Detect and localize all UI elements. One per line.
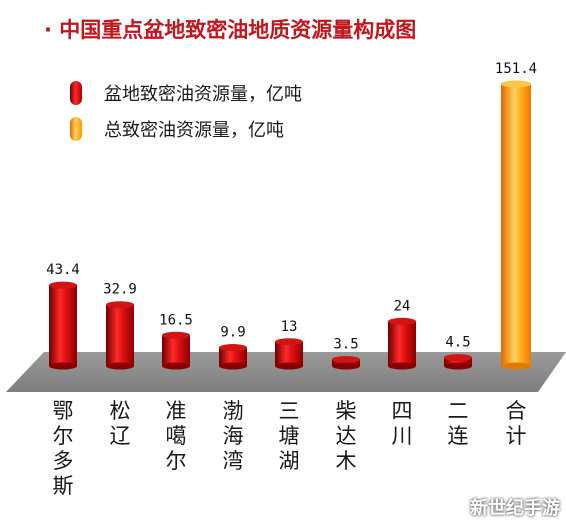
bar-cap-qaidam (332, 355, 360, 363)
bar-body-erlian (444, 357, 472, 366)
bar-base-santanghu (275, 362, 303, 370)
bar-cap-erlian (444, 354, 472, 362)
legend-label-total: 总致密油资源量，亿吨 (104, 120, 284, 141)
chart-floor (6, 352, 566, 392)
category-label-total: 合计 (506, 399, 527, 448)
category-label-bohai-bay: 渤海湾 (223, 399, 244, 473)
bar-base-bohai-bay (219, 362, 247, 370)
value-label-ordos: 43.4 (46, 262, 80, 278)
bar-cap-total (501, 80, 531, 88)
bar-base-ordos (49, 362, 77, 370)
bar-junggar (162, 331, 190, 370)
legend-item-basin: 盆地致密油资源量，亿吨 (70, 80, 302, 106)
legend-swatch-basin (70, 81, 82, 105)
legend-item-total: 总致密油资源量，亿吨 (70, 116, 284, 142)
watermark: 新世纪手游 (470, 498, 560, 519)
value-label-santanghu: 13 (281, 319, 298, 335)
bar-santanghu (275, 338, 303, 370)
bar-cap-junggar (162, 331, 190, 339)
bar-bohai-bay (219, 344, 247, 370)
value-label-junggar: 16.5 (159, 312, 193, 328)
value-label-bohai-bay: 9.9 (220, 325, 245, 341)
bar-cap-ordos (49, 281, 77, 289)
bar-body-santanghu (275, 341, 303, 366)
bar-base-total (501, 362, 531, 370)
bar-cap-songliao (106, 301, 134, 309)
bar-cap-santanghu (275, 338, 303, 346)
value-label-sichuan: 24 (394, 298, 411, 314)
category-label-junggar: 准噶尔 (166, 399, 187, 473)
bar-qaidam (332, 355, 360, 370)
category-label-ordos: 鄂尔多斯 (53, 399, 74, 498)
bar-body-junggar (162, 335, 190, 366)
bar-body-bohai-bay (219, 347, 247, 366)
category-label-qaidam: 柴达木 (336, 399, 357, 473)
legend-swatch-total (70, 117, 82, 141)
bar-base-erlian (444, 362, 472, 370)
category-label-songliao: 松辽 (110, 399, 131, 448)
bar-cap-sichuan (388, 317, 416, 325)
bar-cap-bohai-bay (219, 344, 247, 352)
title-bullet: · (44, 18, 60, 42)
bar-base-sichuan (388, 362, 416, 370)
bar-sichuan (388, 317, 416, 370)
category-label-santanghu: 三塘湖 (279, 399, 300, 473)
bar-erlian (444, 354, 472, 370)
value-label-qaidam: 3.5 (333, 336, 358, 352)
value-label-erlian: 4.5 (445, 335, 470, 351)
bar-base-songliao (106, 362, 134, 370)
category-label-erlian: 二连 (448, 399, 469, 448)
chart-title-text: 中国重点盆地致密油地质资源量构成图 (59, 18, 417, 42)
chart-title: · 中国重点盆地致密油地质资源量构成图 (44, 14, 416, 44)
bar-body-total (501, 84, 531, 366)
bar-body-songliao (106, 304, 134, 366)
value-labels-group: 43.4 32.9 16.5 9.9 13 3.5 24 4.5 151.4 (46, 61, 537, 352)
bar-total (501, 80, 531, 370)
bars-group (49, 80, 531, 370)
bar-base-junggar (162, 362, 190, 370)
legend-label-basin: 盆地致密油资源量，亿吨 (104, 84, 302, 105)
value-label-songliao: 32.9 (103, 282, 137, 298)
bar-songliao (106, 301, 134, 370)
category-label-sichuan: 四川 (392, 399, 413, 448)
bar-base-qaidam (332, 362, 360, 370)
bar-body-sichuan (388, 321, 416, 366)
value-label-total: 151.4 (495, 61, 537, 77)
bar-body-ordos (49, 285, 77, 366)
bar-ordos (49, 281, 77, 370)
